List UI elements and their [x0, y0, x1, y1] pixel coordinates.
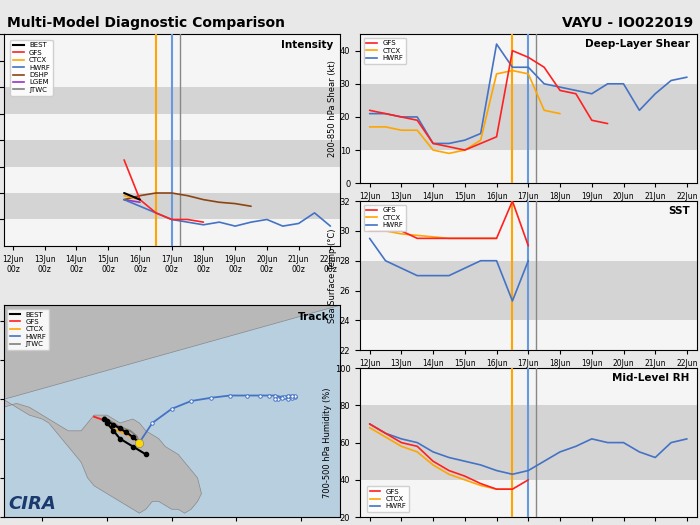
Y-axis label: 700-500 hPa Humidity (%): 700-500 hPa Humidity (%) [323, 387, 332, 498]
Text: VAYU - IO022019: VAYU - IO022019 [562, 16, 693, 30]
Legend: GFS, CTCX, HWRF: GFS, CTCX, HWRF [367, 486, 410, 512]
Legend: BEST, GFS, CTCX, HWRF, JTWC: BEST, GFS, CTCX, HWRF, JTWC [7, 309, 50, 350]
Y-axis label: Sea Surface Temp (°C): Sea Surface Temp (°C) [328, 228, 337, 323]
Bar [360, 261, 696, 290]
Text: Intensity: Intensity [281, 40, 333, 50]
Bar [360, 290, 696, 320]
Bar [4, 87, 340, 113]
Bar [4, 140, 340, 166]
Polygon shape [4, 305, 340, 513]
Legend: GFS, CTCX, HWRF: GFS, CTCX, HWRF [363, 205, 406, 231]
Y-axis label: 200-850 hPa Shear (kt): 200-850 hPa Shear (kt) [328, 60, 337, 157]
Bar [360, 405, 696, 443]
Bar [4, 193, 340, 219]
Text: CIRA: CIRA [8, 496, 56, 513]
Legend: BEST, GFS, CTCX, HWRF, DSHP, LGEM, JTWC: BEST, GFS, CTCX, HWRF, DSHP, LGEM, JTWC [10, 40, 52, 96]
Bar [360, 117, 696, 150]
Text: Track: Track [298, 312, 330, 322]
Text: SST: SST [668, 206, 690, 216]
Text: Multi-Model Diagnostic Comparison: Multi-Model Diagnostic Comparison [7, 16, 285, 30]
Text: Deep-Layer Shear: Deep-Layer Shear [585, 39, 690, 49]
Text: Mid-Level RH: Mid-Level RH [612, 373, 690, 383]
Bar [360, 443, 696, 480]
Bar [360, 84, 696, 117]
Legend: GFS, CTCX, HWRF: GFS, CTCX, HWRF [363, 38, 406, 64]
